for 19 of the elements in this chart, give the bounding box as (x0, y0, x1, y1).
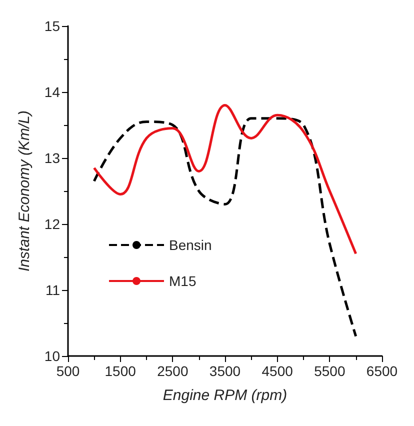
x-axis-title: Engine RPM (rpm) (162, 387, 288, 404)
y-tick-label: 10 (44, 348, 60, 364)
line-series (92, 104, 358, 255)
x-tick-label: 5500 (314, 363, 346, 379)
y-tick-label: 15 (44, 18, 60, 34)
x-tick-label: 500 (56, 363, 80, 379)
y-tick-label: 12 (44, 216, 60, 232)
x-tick-label: 1500 (104, 363, 136, 379)
legend-label: Bensin (169, 237, 212, 253)
y-axis-title: Instant Economy (Km/L) (16, 110, 33, 272)
y-tick-label: 11 (45, 282, 60, 298)
y-tick-label: 13 (44, 150, 60, 166)
x-tick-label: 6500 (366, 363, 398, 379)
x-tick-label: 3500 (209, 363, 241, 379)
x-tick-label: 2500 (157, 363, 188, 379)
legend-label: M15 (169, 273, 196, 289)
y-tick-label: 14 (44, 84, 60, 100)
x-tick-label: 4500 (262, 363, 294, 379)
line-series (92, 117, 358, 338)
